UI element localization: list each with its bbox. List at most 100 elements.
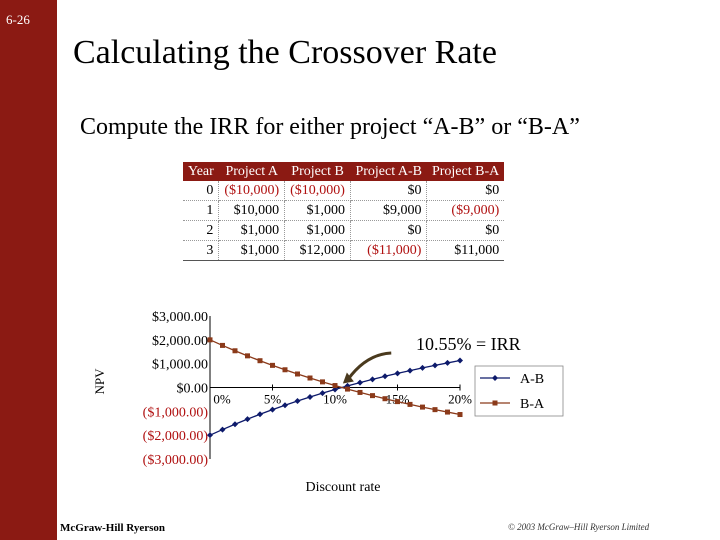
data-point-a-b	[382, 373, 388, 380]
data-point-b-a	[270, 362, 275, 368]
data-point-b-a	[382, 396, 388, 402]
table-cell: $11,000	[426, 240, 505, 261]
data-point-b-a	[445, 409, 450, 415]
data-point-b-a	[307, 375, 313, 381]
table-cell: $1,000	[218, 220, 286, 241]
table-cell: $12,000	[284, 240, 351, 261]
data-point-a-b	[457, 357, 463, 364]
x-tick-label: 20%	[448, 392, 472, 407]
table-cell: $1,000	[218, 240, 286, 261]
legend-marker	[492, 400, 498, 406]
table-cell: $0	[350, 181, 428, 201]
table-cell: 2	[183, 220, 220, 241]
data-point-a-b	[407, 367, 413, 374]
slide-title: Calculating the Crossover Rate	[73, 34, 497, 71]
legend-label: B-A	[520, 397, 545, 412]
table-cell: $0	[426, 220, 505, 241]
y-tick-label: $0.00	[177, 382, 209, 397]
data-point-b-a	[295, 371, 300, 377]
data-point-b-a	[207, 337, 213, 343]
legend-label: A-B	[520, 372, 544, 387]
legend-box	[474, 365, 564, 417]
table-row: 0 ($10,000) ($10,000) $0 $0	[183, 181, 505, 201]
data-point-b-a	[320, 379, 325, 385]
y-tick-label: ($1,000.00)	[143, 405, 209, 420]
slide-subtitle: Compute the IRR for either project “A-B”…	[80, 114, 580, 140]
data-point-a-b	[394, 370, 401, 377]
data-point-b-a	[357, 389, 363, 395]
data-point-a-b	[244, 416, 251, 423]
data-point-b-a	[420, 404, 425, 410]
data-point-a-b	[432, 362, 438, 369]
data-point-b-a	[232, 348, 238, 354]
table-header: Year	[183, 162, 219, 181]
data-point-a-b	[282, 402, 288, 409]
table-cell: 0	[183, 181, 220, 201]
table-cell: $9,000	[350, 200, 428, 221]
table-header: Project A	[218, 162, 285, 181]
table-cell: $10,000	[218, 200, 286, 221]
x-tick-label: 5%	[264, 392, 282, 407]
table-cell: $1,000	[284, 220, 351, 241]
data-point-b-a	[395, 399, 400, 405]
data-point-b-a	[332, 383, 338, 389]
data-point-b-a	[257, 358, 263, 364]
footer-publisher: McGraw-Hill Ryerson	[60, 522, 166, 534]
table-cell: ($10,000)	[218, 181, 286, 201]
table-row: 2 $1,000 $1,000 $0 $0	[183, 220, 505, 241]
data-point-b-a	[370, 393, 375, 399]
annotation-arrow	[346, 351, 392, 381]
y-tick-label: ($3,000.00)	[143, 453, 209, 468]
table-row: 1 $10,000 $1,000 $9,000 ($9,000)	[183, 200, 505, 221]
data-point-a-b	[232, 421, 238, 428]
data-point-a-b	[357, 379, 363, 386]
slide-number: 6-26	[6, 12, 30, 27]
data-point-b-a	[432, 407, 438, 413]
table-row: 3 $1,000 $12,000 ($11,000) $11,000	[183, 240, 505, 261]
data-point-b-a	[282, 367, 288, 373]
slide-sidebar: 6-26	[0, 0, 57, 540]
table-header-row: Year Project A Project B Project A-B Pro…	[183, 162, 505, 181]
data-point-b-a	[245, 353, 250, 359]
y-axis-title: NPV	[92, 368, 107, 395]
x-tick-label: 15%	[386, 392, 410, 407]
cashflow-table: Year Project A Project B Project A-B Pro…	[183, 162, 505, 261]
data-point-a-b	[419, 364, 426, 371]
table-cell: ($9,000)	[426, 200, 505, 221]
table-header: Project A-B	[350, 162, 427, 181]
y-tick-label: ($2,000.00)	[143, 429, 209, 444]
data-point-a-b	[369, 376, 376, 383]
table-cell: 3	[183, 240, 220, 261]
y-tick-label: $2,000.00	[152, 334, 208, 349]
data-point-a-b	[207, 432, 213, 439]
y-tick-label: $1,000.00	[152, 358, 208, 373]
data-point-a-b	[269, 406, 276, 413]
x-axis-title: Discount rate	[305, 480, 380, 495]
irr-annotation: 10.55% = IRR	[416, 334, 521, 354]
table-cell: ($11,000)	[350, 240, 428, 261]
data-point-b-a	[457, 412, 463, 418]
x-tick-label: 0%	[213, 392, 231, 407]
table-cell: $0	[350, 220, 428, 241]
data-point-a-b	[257, 411, 263, 418]
data-point-a-b	[444, 359, 451, 366]
annotation-arrowhead	[342, 372, 354, 384]
table-cell: 1	[183, 200, 220, 221]
data-point-b-a	[345, 386, 350, 392]
data-point-a-b	[307, 393, 313, 400]
data-point-a-b	[219, 426, 226, 433]
data-point-a-b	[294, 398, 301, 405]
table-header: Project B	[284, 162, 351, 181]
legend-marker	[492, 375, 498, 381]
y-tick-label: $3,000.00	[152, 310, 208, 325]
data-point-b-a	[220, 342, 225, 348]
data-point-b-a	[407, 401, 413, 407]
table-header: Project B-A	[426, 162, 505, 181]
table-cell: $1,000	[284, 200, 351, 221]
table-cell: ($10,000)	[284, 181, 351, 201]
footer-copyright: © 2003 McGraw–Hill Ryerson Limited	[508, 522, 650, 532]
npv-chart: $3,000.00 $2,000.00 $1,000.00 $0.00 ($1,000.…	[92, 310, 564, 495]
x-tick-label: 10%	[323, 392, 347, 407]
data-point-a-b	[319, 390, 326, 397]
table-cell: $0	[426, 181, 505, 201]
